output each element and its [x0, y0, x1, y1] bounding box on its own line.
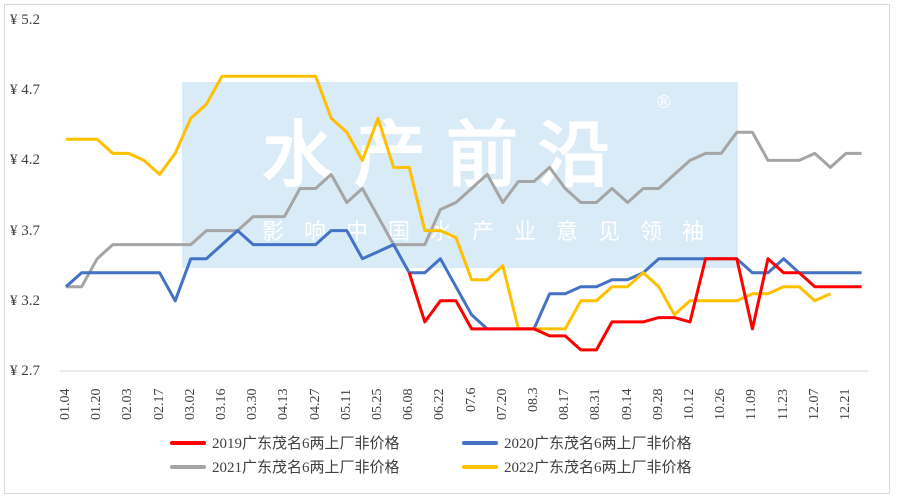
legend-label-2022: 2022广东茂名6两上厂非价格	[504, 460, 692, 476]
legend-swatch-2019	[170, 440, 206, 445]
legend-swatch-2020	[462, 440, 498, 445]
series-line-2022	[66, 74, 832, 331]
legend-item-2019: 2019广东茂名6两上厂非价格	[170, 432, 400, 453]
y-tick-label: ¥ 4.7	[10, 82, 40, 99]
legend-item-2022: 2022广东茂名6两上厂非价格	[462, 456, 692, 477]
y-tick-label: ¥ 3.7	[10, 222, 40, 239]
legend-item-2021: 2021广东茂名6两上厂非价格	[170, 456, 400, 477]
watermark-background	[182, 82, 738, 268]
series-line-2021	[66, 130, 862, 289]
legend-swatch-2022	[462, 464, 498, 469]
series-line-2019	[407, 257, 862, 352]
y-tick-label: ¥ 4.2	[10, 152, 40, 169]
legend-swatch-2021	[170, 464, 206, 469]
watermark-subtitle: 影响中国水产业意见领袖	[262, 220, 725, 245]
legend-label-2021: 2021广东茂名6两上厂非价格	[212, 460, 400, 476]
y-tick-label: ¥ 3.2	[10, 292, 40, 309]
legend-item-2020: 2020广东茂名6两上厂非价格	[462, 432, 692, 453]
legend-label-2020: 2020广东茂名6两上厂非价格	[504, 436, 692, 452]
y-tick-label: ¥ 2.7	[10, 363, 40, 379]
legend-label-2019: 2019广东茂名6两上厂非价格	[212, 436, 400, 452]
registered-mark-icon: ®	[655, 92, 673, 113]
y-tick-label: ¥ 5.2	[10, 12, 40, 28]
